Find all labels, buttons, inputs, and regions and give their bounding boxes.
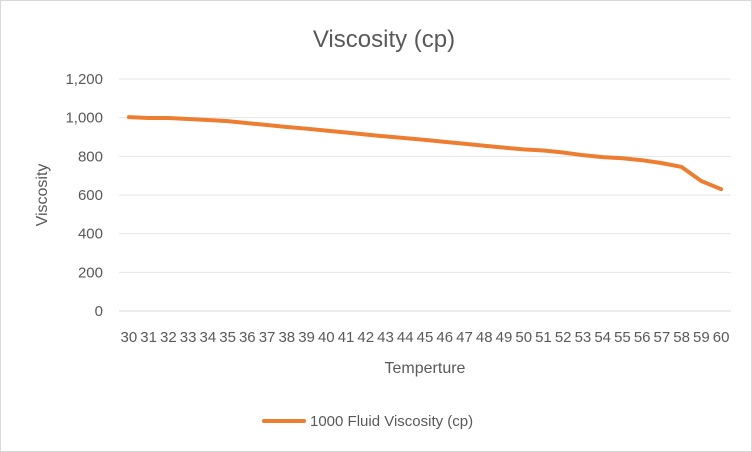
x-tick-label: 34 (199, 329, 216, 346)
x-tick-label: 36 (239, 329, 256, 346)
data-point (423, 138, 427, 142)
x-tick-label: 59 (693, 329, 710, 346)
data-point (403, 136, 407, 140)
x-axis-label: Temperture (385, 360, 466, 377)
x-tick-label: 39 (298, 329, 315, 346)
data-point (265, 123, 269, 127)
chart-title: Viscosity (cp) (313, 26, 455, 53)
x-tick-label: 38 (278, 329, 295, 346)
y-tick-label: 600 (78, 187, 103, 204)
data-point (561, 150, 565, 154)
x-tick-label: 54 (594, 329, 611, 346)
x-tick-label: 46 (436, 329, 453, 346)
x-tick-label: 37 (259, 329, 276, 346)
x-tick-label: 48 (476, 329, 493, 346)
x-tick-label: 52 (555, 329, 572, 346)
legend: 1000 Fluid Viscosity (cp) (262, 413, 473, 430)
x-axis-ticks: 30 31 32 33 34 35 36 37 38 39 40 41 42 43 44 45 46 47 48 49… (121, 329, 730, 346)
data-point (522, 147, 526, 151)
x-tick-label: 53 (575, 329, 592, 346)
y-tick-label: 0 (95, 303, 103, 320)
data-point (305, 127, 309, 131)
series-line (126, 115, 724, 192)
x-tick-label: 41 (338, 329, 355, 346)
x-tick-label: 45 (417, 329, 434, 346)
x-tick-label: 30 (121, 329, 138, 346)
x-tick-label: 51 (535, 329, 552, 346)
data-point (620, 156, 624, 160)
y-axis-label: Viscosity (34, 164, 51, 227)
x-tick-label: 33 (180, 329, 197, 346)
data-point (364, 132, 368, 136)
x-tick-label: 32 (160, 329, 177, 346)
data-point (719, 187, 723, 191)
data-point (680, 165, 684, 169)
x-tick-label: 31 (140, 329, 157, 346)
data-point (462, 142, 466, 146)
data-point (443, 140, 447, 144)
y-axis-ticks: 0 200 400 600 800 1,000 1,200 (65, 71, 103, 320)
data-point (147, 116, 151, 120)
x-tick-label: 50 (515, 329, 532, 346)
data-point (206, 118, 210, 122)
x-tick-label: 58 (673, 329, 690, 346)
data-point (581, 153, 585, 157)
gridlines (119, 78, 731, 312)
x-tick-label: 35 (219, 329, 236, 346)
y-tick-label: 400 (78, 226, 103, 243)
data-point (640, 158, 644, 162)
y-tick-label: 800 (78, 148, 103, 165)
data-point (660, 161, 664, 165)
y-tick-label: 1,200 (65, 71, 103, 88)
x-tick-label: 40 (318, 329, 335, 346)
data-point (166, 116, 170, 120)
data-point (601, 155, 605, 159)
x-tick-label: 60 (713, 329, 730, 346)
x-tick-label: 44 (397, 329, 414, 346)
x-tick-label: 56 (634, 329, 651, 346)
data-point (226, 119, 230, 123)
data-point (285, 125, 289, 129)
series-layer (126, 115, 724, 192)
x-tick-label: 49 (496, 329, 513, 346)
data-point (245, 121, 249, 125)
data-point (384, 134, 388, 138)
x-tick-label: 43 (377, 329, 394, 346)
x-tick-label: 47 (456, 329, 473, 346)
x-tick-label: 42 (357, 329, 374, 346)
y-tick-label: 200 (78, 264, 103, 281)
x-tick-label: 55 (614, 329, 631, 346)
data-point (186, 117, 190, 121)
data-point (699, 179, 703, 183)
y-tick-label: 1,000 (65, 110, 103, 127)
x-tick-label: 57 (654, 329, 671, 346)
data-point (324, 129, 328, 133)
data-point (502, 146, 506, 150)
data-point (127, 115, 131, 119)
data-point (482, 144, 486, 148)
data-point (541, 149, 545, 153)
legend-label: 1000 Fluid Viscosity (cp) (310, 413, 473, 430)
data-point (344, 131, 348, 135)
